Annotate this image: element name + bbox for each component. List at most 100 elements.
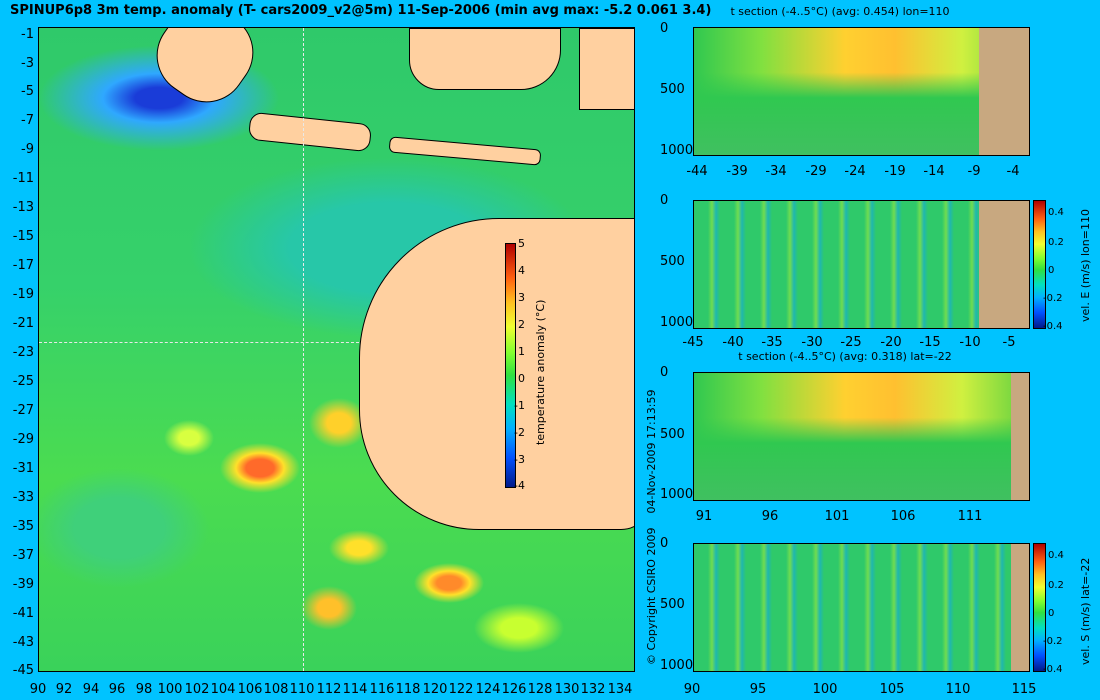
panel1-title: t section (-4..5°C) (avg: 0.454) lon=110 — [730, 5, 950, 18]
depth-tick: 0 — [660, 193, 669, 208]
cbar-tick: 3 — [518, 291, 525, 304]
copyright-text: © Copyright CSIRO 2009 04-Nov-2009 17:13… — [645, 390, 658, 665]
cbar-tick: 2 — [518, 318, 525, 331]
panel4-land-mask — [1011, 544, 1029, 671]
depth-tick: 0 — [660, 21, 669, 36]
x-tick: -45 — [682, 335, 704, 350]
lon-tick: 110 — [289, 682, 315, 697]
lat-tick: -3 — [21, 56, 34, 71]
lat-tick: -43 — [12, 635, 34, 650]
lon-tick: 124 — [475, 682, 501, 697]
land-borneo — [409, 28, 561, 90]
x-tick: -4 — [1006, 164, 1020, 179]
cbar-tick: -0.4 — [1043, 664, 1063, 675]
depth-tick: 0 — [660, 536, 669, 551]
land-lesser-sunda — [388, 136, 542, 166]
lat-tick: -37 — [12, 548, 34, 563]
depth-tick: 1000 — [660, 143, 694, 158]
cbar-tick: -2 — [514, 426, 525, 439]
depth-tick: 1000 — [660, 487, 694, 502]
lon-tick: 122 — [448, 682, 474, 697]
panel2-vel-e-section[interactable] — [693, 200, 1030, 329]
lat-tick: -27 — [12, 403, 34, 418]
x-tick: -34 — [765, 164, 787, 179]
section-line-lon — [303, 28, 304, 671]
cbar-tick: 0.2 — [1048, 237, 1064, 248]
land-new-guinea — [579, 28, 634, 110]
panel3-land-mask — [1011, 373, 1029, 500]
depth-tick: 1000 — [660, 315, 694, 330]
lon-tick: 134 — [607, 682, 633, 697]
x-tick: 106 — [890, 509, 916, 524]
lat-tick: -9 — [21, 142, 34, 157]
lon-tick: 126 — [501, 682, 527, 697]
cbar-tick: -0.2 — [1043, 293, 1063, 304]
lon-tick: 118 — [395, 682, 421, 697]
lat-tick: -11 — [12, 171, 34, 186]
x-tick: 96 — [761, 509, 779, 524]
depth-tick: 500 — [660, 254, 685, 269]
x-tick: -40 — [722, 335, 744, 350]
depth-tick: 0 — [660, 365, 669, 380]
lat-tick: -5 — [21, 84, 34, 99]
lat-tick: -15 — [12, 229, 34, 244]
x-tick: -10 — [959, 335, 981, 350]
temperature-anomaly-map[interactable] — [38, 27, 635, 672]
panel4-vel-s-section[interactable] — [693, 543, 1030, 672]
lon-tick: 120 — [422, 682, 448, 697]
lat-tick: -45 — [12, 663, 34, 678]
depth-tick: 1000 — [660, 658, 694, 673]
depth-tick: 500 — [660, 427, 685, 442]
x-tick: -5 — [1002, 335, 1016, 350]
x-tick: 90 — [683, 682, 701, 697]
cbar-tick: -0.4 — [1043, 321, 1063, 332]
lon-tick: 98 — [135, 682, 153, 697]
cbar-tick: -1 — [514, 399, 525, 412]
land-sumatra — [140, 28, 270, 119]
lon-tick: 92 — [55, 682, 73, 697]
lon-tick: 108 — [263, 682, 289, 697]
lon-tick: 90 — [29, 682, 47, 697]
depth-tick: 500 — [660, 82, 685, 97]
lat-tick: -21 — [12, 316, 34, 331]
cbar-tick: -0.2 — [1043, 636, 1063, 647]
cbar-tick: 0 — [518, 372, 525, 385]
panel4-colorbar — [1033, 543, 1046, 672]
x-tick: -35 — [761, 335, 783, 350]
lat-tick: -17 — [12, 258, 34, 273]
x-tick: 95 — [749, 682, 767, 697]
section-line-lat — [39, 342, 359, 343]
cbar-tick: 0.2 — [1048, 580, 1064, 591]
lat-tick: -35 — [12, 519, 34, 534]
panel3-title: t section (-4..5°C) (avg: 0.318) lat=-22 — [738, 350, 952, 363]
lon-tick: 100 — [157, 682, 183, 697]
lon-tick: 116 — [369, 682, 395, 697]
x-tick: 101 — [824, 509, 850, 524]
lat-tick: -23 — [12, 345, 34, 360]
x-tick: -24 — [844, 164, 866, 179]
cbar-tick: 4 — [518, 264, 525, 277]
x-tick: 110 — [945, 682, 971, 697]
x-tick: -14 — [923, 164, 945, 179]
panel3-t-section[interactable] — [693, 372, 1030, 501]
page-title: SPINUP6p8 3m temp. anomaly (T- cars2009_… — [10, 3, 712, 18]
x-tick: 105 — [879, 682, 905, 697]
timestamp: 04-Nov-2009 17:13:59 — [645, 389, 658, 514]
x-tick: 111 — [957, 509, 983, 524]
x-tick: -29 — [805, 164, 827, 179]
panel4-label: vel. S (m/s) lat=-22 — [1079, 557, 1092, 665]
x-tick: -44 — [686, 164, 708, 179]
lat-tick: -41 — [12, 606, 34, 621]
lat-tick: -19 — [12, 287, 34, 302]
lat-tick: -31 — [12, 461, 34, 476]
x-tick: -39 — [726, 164, 748, 179]
lat-tick: -7 — [21, 113, 34, 128]
lon-tick: 106 — [237, 682, 263, 697]
lat-tick: -1 — [21, 27, 34, 42]
lon-tick: 128 — [527, 682, 553, 697]
panel1-t-section[interactable] — [693, 27, 1030, 156]
x-tick: 91 — [695, 509, 713, 524]
lon-tick: 112 — [316, 682, 342, 697]
lon-tick: 104 — [210, 682, 236, 697]
copyright-label: © Copyright CSIRO 2009 — [645, 527, 658, 665]
